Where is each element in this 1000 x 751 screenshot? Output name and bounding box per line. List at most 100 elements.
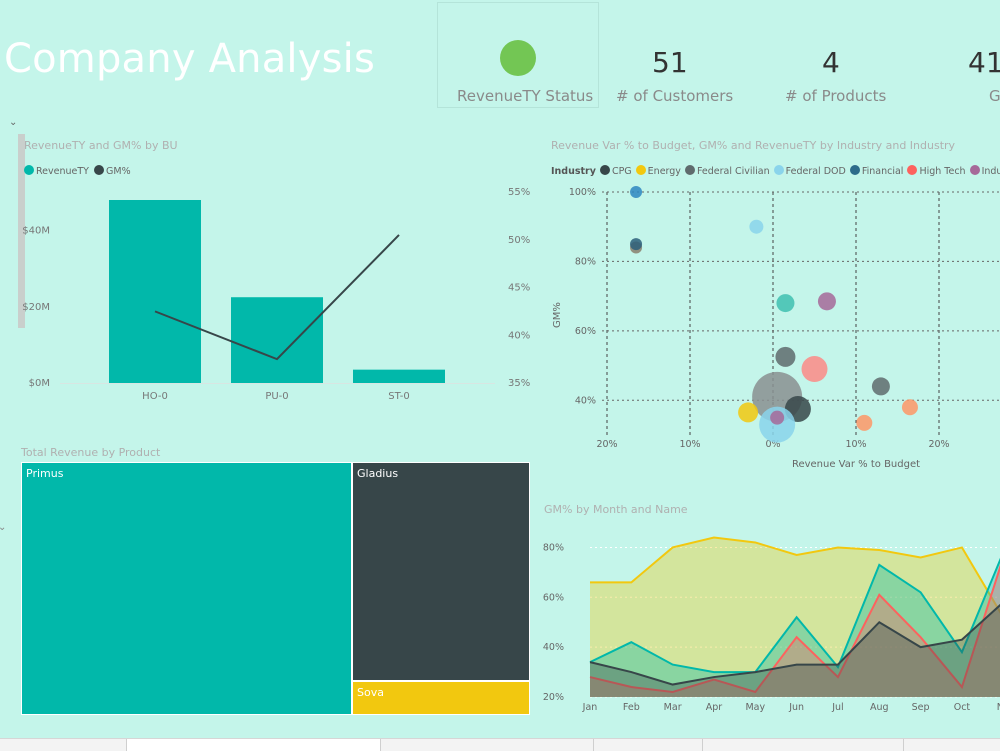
chevron-down-icon[interactable]: ⌄ [9,117,18,128]
x-tick-label: 20% [596,439,617,450]
area-fill-2 [590,567,1000,697]
treemap-label: Sova [357,686,384,699]
area-line-1 [589,557,1000,674]
legend-label: Indus [981,166,1000,177]
x-tick-label: Jul [831,702,843,713]
y2-tick-label: 35% [508,378,530,389]
page-tabs-bar[interactable] [0,738,1000,751]
legend-dot-icon [94,165,105,175]
bar-line-chart: $0M $20M $40M 35% 40% 45% 50% 55% HO-0 PU-0 ST-0 [22,187,530,402]
scatter-point [738,402,759,423]
y2-tick-label: 50% [508,235,530,246]
scatter-legend: Industry CPG Energy Federal Civilian Federal… [551,165,1000,177]
active-page-tab[interactable] [126,739,380,751]
kpi-third-label: G [989,87,1000,105]
legend-item-energy[interactable]: Energy [635,165,681,177]
x-axis-label: Revenue Var % to Budget [792,459,920,470]
scatter-legend-title: Industry [551,166,596,177]
x-tick-label: ST-0 [388,391,410,402]
legend-dot-icon [907,165,918,175]
y-tick-label: 40% [575,395,596,406]
x-tick-label: Oct [954,702,971,713]
x-tick-label: Apr [706,702,723,713]
legend-label: High Tech [919,166,966,177]
gm-line [154,234,400,361]
legend-item-indus[interactable]: Indus [969,165,1000,177]
x-tick-label: 10% [845,439,866,450]
x-tick-label: HO-0 [142,391,168,402]
x-tick-label: 10% [679,439,700,450]
kpi-products-label: # of Products [785,87,887,105]
kpi-products-value: 4 [822,46,840,79]
scatter-point [749,219,764,234]
legend-item-cpg[interactable]: CPG [599,165,632,177]
treemap-cell-primus[interactable]: Primus [21,462,352,715]
scrollbar[interactable] [18,134,25,328]
y-tick-label: $20M [22,302,50,313]
treemap-label: Gladius [357,467,399,480]
page-title: Company Analysis [4,36,376,82]
y2-tick-label: 40% [508,330,530,341]
legend-label: Federal Civilian [696,166,770,177]
status-indicator [500,40,536,76]
bar-chart-title: RevenueTY and GM% by BU [24,139,178,152]
scatter-point [871,377,890,396]
legend-dot-icon [849,165,860,175]
area-fill-3 [590,605,1000,697]
legend-item-revenuety[interactable]: RevenueTY [24,165,89,177]
scatter-point [856,414,873,431]
scatter-point [775,346,796,367]
x-tick-label: PU-0 [265,391,288,402]
legend-dot-icon [684,165,695,175]
area-fill-1 [590,560,1000,697]
y-tick-label: $0M [29,378,50,389]
y-tick-label: 80% [543,542,564,553]
scatter-point [770,410,785,425]
legend-item-federal-civilian[interactable]: Federal Civilian [684,165,770,177]
x-tick-label: May [745,702,765,713]
treemap-label: Primus [26,467,64,480]
y-tick-label: 40% [543,642,564,653]
y-tick-label: 100% [569,187,596,198]
scatter-point [817,292,836,311]
kpi-customers-label: # of Customers [616,87,734,105]
x-tick-label: Jan [582,702,598,713]
scatter-point [630,186,643,198]
treemap: Primus Gladius Sova [21,462,530,715]
treemap-cell-sova[interactable]: Sova [352,681,530,715]
kpi-third-value: 41 [968,46,1000,79]
area-chart-title: GM% by Month and Name [544,503,688,516]
legend-dot-icon [635,165,646,175]
chevron-icon: ⌄ [0,522,7,533]
area-line-0 [590,536,1000,614]
treemap-cell-gladius[interactable]: Gladius [352,462,530,681]
x-tick-label: Sep [912,702,930,713]
legend-item-federal-dod[interactable]: Federal DOD [773,165,846,177]
bar-chart-legend: RevenueTY GM% [24,165,131,177]
legend-item-financial[interactable]: Financial [849,165,903,177]
legend-dot-icon [599,165,610,175]
scatter-chart-title: Revenue Var % to Budget, GM% and Revenue… [551,139,956,152]
y-tick-label: 80% [575,256,596,267]
scatter-chart: 40% 60% 80% 100% 20% 10% 0% 10% 20% Revenue Var %… [552,186,1000,470]
x-tick-label: Mar [664,702,682,713]
legend-label: Energy [647,166,681,177]
legend-label: Federal DOD [785,166,846,177]
y-tick-label: 60% [575,326,596,337]
y-tick-label: $40M [22,226,50,237]
legend-label: CPG [611,166,632,177]
scatter-point [630,238,643,251]
area-line-2 [589,564,1000,694]
legend-dot-icon [773,165,784,175]
area-line-3 [589,603,1000,686]
y-tick-label: 20% [543,692,564,703]
y-axis-label: GM% [552,302,563,328]
legend-item-gm[interactable]: GM% [94,165,131,177]
status-label: RevenueTY Status [457,87,594,105]
status-card[interactable] [437,2,599,108]
legend-item-high-tech[interactable]: High Tech [907,165,966,177]
legend-dot-icon [969,165,980,175]
y2-tick-label: 45% [508,283,530,294]
x-tick-label: Jun [788,702,804,713]
bar-pu-0 [231,297,323,383]
